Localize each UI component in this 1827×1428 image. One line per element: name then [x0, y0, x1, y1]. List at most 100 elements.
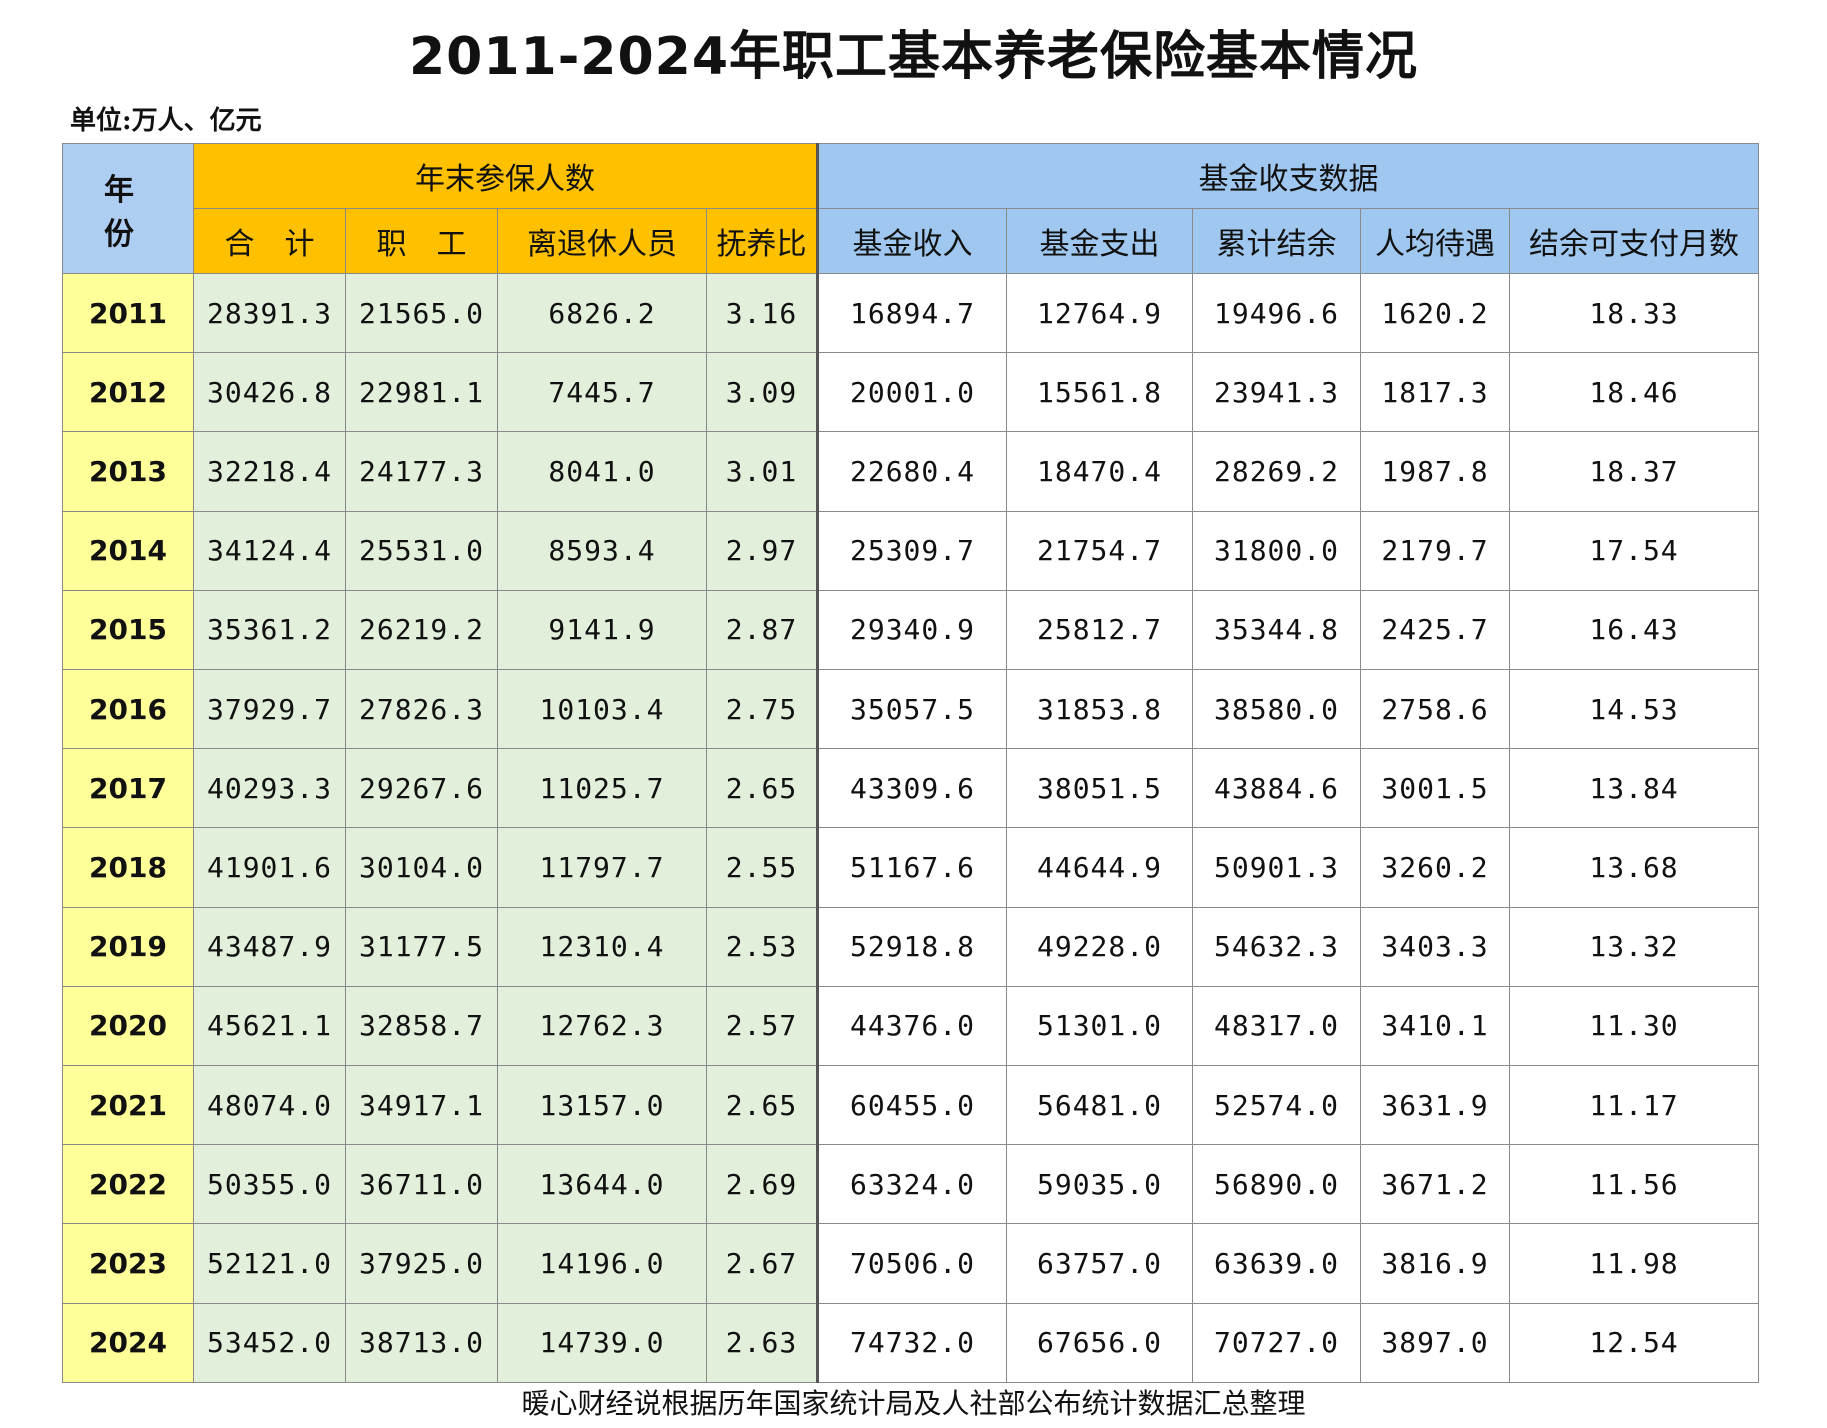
value-cell: 28269.2	[1192, 431, 1361, 512]
value-cell: 34124.4	[193, 510, 346, 591]
value-cell: 3410.1	[1360, 985, 1510, 1067]
value-cell: 34917.1	[345, 1065, 498, 1146]
value-cell: 41901.6	[193, 827, 346, 908]
year-cell: 2015	[62, 589, 194, 671]
value-cell: 31800.0	[1192, 510, 1361, 591]
value-cell: 11.98	[1508, 1223, 1760, 1304]
year-cell: 2020	[62, 985, 194, 1067]
year-cell: 2012	[62, 352, 194, 433]
year-cell: 2014	[62, 510, 194, 591]
year-cell: 2013	[62, 431, 194, 512]
value-cell: 2.97	[706, 510, 818, 591]
column-header: 人均待遇	[1360, 208, 1510, 274]
value-cell: 1987.8	[1360, 431, 1510, 512]
page-title: 2011-2024年职工基本养老保险基本情况	[408, 27, 1419, 87]
value-cell: 70506.0	[816, 1223, 1007, 1304]
year-cell: 2016	[62, 669, 194, 750]
value-cell: 16894.7	[816, 272, 1007, 354]
value-cell: 59035.0	[1006, 1144, 1193, 1225]
value-cell: 11.56	[1508, 1144, 1760, 1225]
value-cell: 14.53	[1508, 669, 1760, 750]
value-cell: 48074.0	[193, 1065, 346, 1146]
year-cell: 2011	[62, 272, 194, 354]
value-cell: 18.37	[1508, 431, 1760, 512]
header-group-population: 年末参保人数	[193, 143, 818, 209]
value-cell: 18.33	[1508, 272, 1760, 354]
value-cell: 27826.3	[345, 669, 498, 750]
value-cell: 26219.2	[345, 589, 498, 671]
value-cell: 60455.0	[816, 1065, 1007, 1146]
value-cell: 13.32	[1508, 906, 1760, 987]
value-cell: 3260.2	[1360, 827, 1510, 908]
value-cell: 24177.3	[345, 431, 498, 512]
value-cell: 18.46	[1508, 352, 1760, 433]
value-cell: 31853.8	[1006, 669, 1193, 750]
value-cell: 3403.3	[1360, 906, 1510, 987]
value-cell: 2.75	[706, 669, 818, 750]
value-cell: 2.55	[706, 827, 818, 908]
value-cell: 36711.0	[345, 1144, 498, 1225]
value-cell: 29340.9	[816, 589, 1007, 671]
value-cell: 52918.8	[816, 906, 1007, 987]
value-cell: 67656.0	[1006, 1302, 1193, 1384]
value-cell: 30104.0	[345, 827, 498, 908]
value-cell: 13644.0	[497, 1144, 707, 1225]
value-cell: 14196.0	[497, 1223, 707, 1304]
value-cell: 56890.0	[1192, 1144, 1361, 1225]
value-cell: 11797.7	[497, 827, 707, 908]
value-cell: 21754.7	[1006, 510, 1193, 591]
value-cell: 51301.0	[1006, 985, 1193, 1067]
value-cell: 20001.0	[816, 352, 1007, 433]
value-cell: 63757.0	[1006, 1223, 1193, 1304]
value-cell: 7445.7	[497, 352, 707, 433]
value-cell: 6826.2	[497, 272, 707, 354]
value-cell: 1817.3	[1360, 352, 1510, 433]
pension-table: 年 份 年末参保人数 基金收支数据 合 计职 工离退休人员 抚养比 基金收入 基金支出…	[62, 143, 1760, 1384]
value-cell: 28391.3	[193, 272, 346, 354]
value-cell: 3897.0	[1360, 1302, 1510, 1384]
year-cell: 2022	[62, 1144, 194, 1225]
value-cell: 51167.6	[816, 827, 1007, 908]
value-cell: 3671.2	[1360, 1144, 1510, 1225]
value-cell: 12764.9	[1006, 272, 1193, 354]
value-cell: 45621.1	[193, 985, 346, 1067]
value-cell: 11025.7	[497, 748, 707, 829]
value-cell: 70727.0	[1192, 1302, 1361, 1384]
value-cell: 53452.0	[193, 1302, 346, 1384]
column-header: 职 工	[345, 208, 498, 274]
value-cell: 37929.7	[193, 669, 346, 750]
value-cell: 3.09	[706, 352, 818, 433]
value-cell: 13157.0	[497, 1065, 707, 1146]
value-cell: 2.69	[706, 1144, 818, 1225]
value-cell: 25531.0	[345, 510, 498, 591]
column-header: 基金收入	[816, 208, 1007, 274]
value-cell: 50901.3	[1192, 827, 1361, 908]
value-cell: 30426.8	[193, 352, 346, 433]
table-row: 2020 45621.1 32858.7 12762.3 2.57 44376.0 5130…	[62, 985, 1760, 1067]
value-cell: 38580.0	[1192, 669, 1361, 750]
value-cell: 14739.0	[497, 1302, 707, 1384]
value-cell: 15561.8	[1006, 352, 1193, 433]
value-cell: 35361.2	[193, 589, 346, 671]
table-row: 2011 28391.3 21565.0 6826.2 3.16 16894.7 12764…	[62, 272, 1760, 354]
value-cell: 2.57	[706, 985, 818, 1067]
value-cell: 11.30	[1508, 985, 1760, 1067]
value-cell: 2.53	[706, 906, 818, 987]
source-note: 暖心财经说根据历年国家统计局及人社部公布统计数据汇总整理	[521, 1387, 1306, 1420]
value-cell: 43487.9	[193, 906, 346, 987]
value-cell: 13.84	[1508, 748, 1760, 829]
value-cell: 2.63	[706, 1302, 818, 1384]
value-cell: 10103.4	[497, 669, 707, 750]
value-cell: 35057.5	[816, 669, 1007, 750]
table-row: 2022 50355.0 36711.0 13644.0 2.69 63324.0 5903…	[62, 1144, 1760, 1225]
value-cell: 2758.6	[1360, 669, 1510, 750]
table-row: 2018 41901.6 30104.0 11797.7 2.55 51167.6 4464…	[62, 827, 1760, 908]
table-row: 2016 37929.7 27826.3 10103.4 2.75 35057.5 3185…	[62, 669, 1760, 750]
value-cell: 1620.2	[1360, 272, 1510, 354]
value-cell: 32858.7	[345, 985, 498, 1067]
value-cell: 3.01	[706, 431, 818, 512]
value-cell: 50355.0	[193, 1144, 346, 1225]
year-cell: 2023	[62, 1223, 194, 1304]
value-cell: 43309.6	[816, 748, 1007, 829]
column-header: 基金支出	[1006, 208, 1193, 274]
